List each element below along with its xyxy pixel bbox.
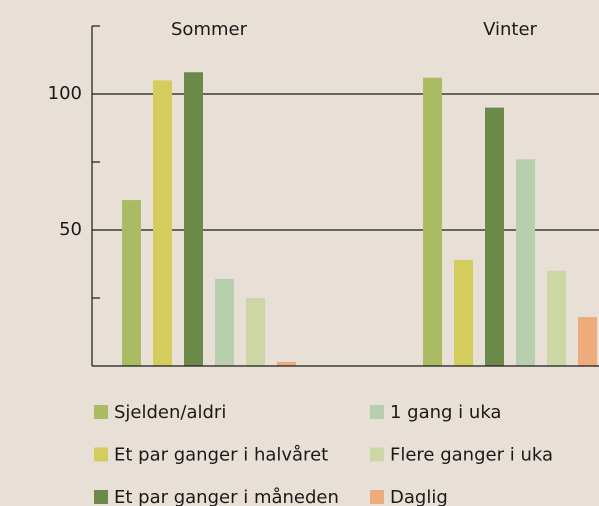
legend-label: Flere ganger i uka (390, 445, 553, 466)
bar (153, 80, 172, 367)
y-tick-label: 50 (59, 219, 82, 240)
legend-swatch (370, 490, 384, 504)
category-label: Vinter (483, 19, 537, 40)
legend-swatch (94, 490, 108, 504)
bar (423, 77, 442, 367)
bar (547, 270, 566, 366)
legend-label: Sjelden/aldri (114, 402, 226, 423)
y-tick-label: 100 (48, 83, 82, 104)
legend-swatch (94, 447, 108, 462)
category-label: Sommer (171, 19, 248, 40)
bar (578, 317, 597, 366)
bar (215, 278, 234, 366)
legend-label: Et par ganger i måneden (114, 487, 339, 506)
bar (485, 107, 504, 366)
legend-swatch (370, 405, 384, 419)
bar (516, 159, 535, 366)
bar (454, 259, 473, 366)
legend-label: Et par ganger i halvåret (114, 445, 328, 466)
bar (246, 298, 265, 366)
legend-swatch (94, 405, 108, 419)
legend-label: 1 gang i uka (390, 402, 501, 423)
legend-swatch (370, 447, 384, 462)
legend-label: Daglig (390, 487, 448, 506)
bar (122, 200, 141, 366)
bar (184, 72, 203, 367)
bar (277, 361, 296, 366)
